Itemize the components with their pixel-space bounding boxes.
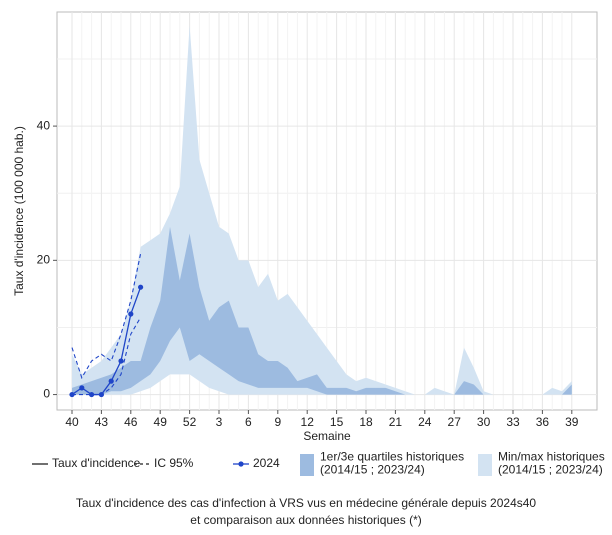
y-tick-label: 0 (43, 387, 50, 401)
legend-swatch (238, 461, 244, 467)
legend-label: (2014/15 ; 2023/24) (498, 463, 603, 477)
x-tick-label: 6 (245, 415, 252, 429)
x-tick-label: 30 (477, 415, 491, 429)
point (79, 385, 85, 391)
x-tick-label: 3 (216, 415, 223, 429)
legend-label: Min/max historiques (498, 450, 605, 464)
band-area (72, 226, 572, 395)
y-tick-label: 20 (37, 253, 51, 267)
legend-label: IC 95% (154, 456, 194, 470)
legend-label: (2014/15 ; 2023/24) (320, 463, 425, 477)
x-tick-label: 15 (330, 415, 344, 429)
point (138, 284, 144, 290)
y-tick-label: 40 (37, 118, 51, 132)
x-tick-label: 18 (359, 415, 373, 429)
x-tick-label: 21 (389, 415, 403, 429)
caption: Taux d'incidence des cas d'infection à V… (76, 496, 537, 510)
x-tick-label: 24 (418, 415, 432, 429)
x-tick-label: 43 (95, 415, 109, 429)
ci-line (72, 317, 142, 396)
point (69, 391, 75, 398)
legend-label: Taux d'incidence (52, 456, 141, 470)
point (89, 391, 95, 398)
legend-swatch (300, 454, 314, 476)
point (118, 358, 124, 364)
x-tick-label: 33 (506, 415, 520, 429)
x-tick-label: 52 (183, 415, 197, 429)
x-tick-label: 12 (301, 415, 315, 429)
legend-label: 2024 (253, 456, 280, 470)
point (128, 311, 134, 317)
legend-label: 1er/3e quartiles historiques (320, 450, 464, 464)
x-axis-label: Semaine (303, 429, 351, 443)
x-tick-label: 40 (65, 415, 79, 429)
legend-swatch (478, 454, 492, 476)
caption: et comparaison aux données historiques (… (190, 513, 421, 527)
x-tick-label: 27 (448, 415, 462, 429)
x-tick-label: 49 (154, 415, 168, 429)
x-tick-label: 9 (274, 415, 281, 429)
x-tick-label: 46 (124, 415, 138, 429)
x-tick-label: 39 (565, 415, 579, 429)
point (108, 378, 114, 384)
point (98, 391, 104, 398)
x-tick-label: 36 (536, 415, 550, 429)
y-axis-label: Taux d'incidence (100 000 hab.) (12, 126, 26, 296)
